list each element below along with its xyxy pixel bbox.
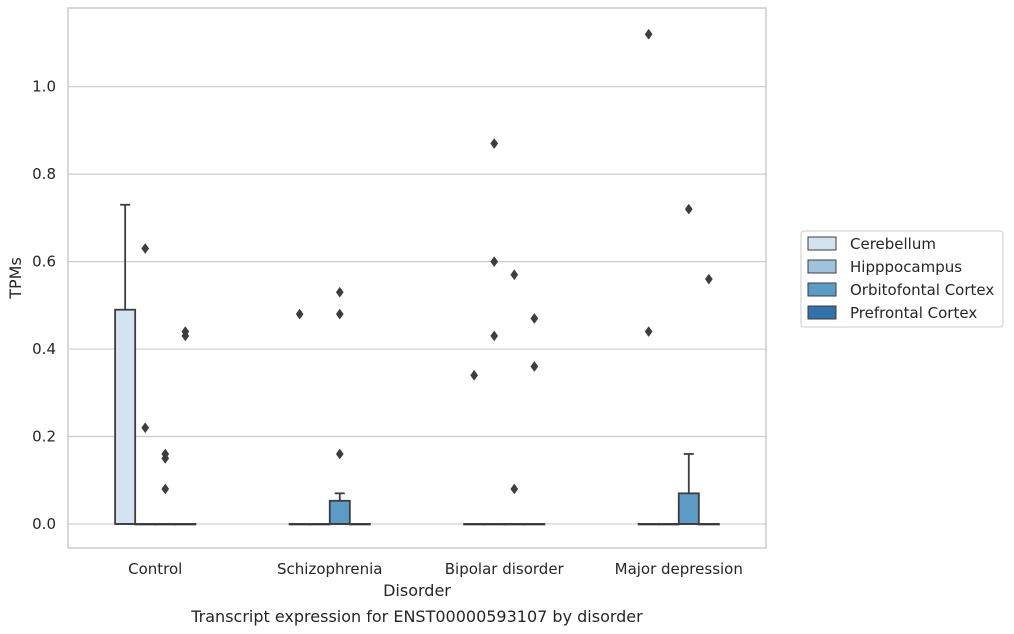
- outlier-point: [335, 286, 344, 298]
- outlier-point: [335, 308, 344, 320]
- figure-caption: Transcript expression for ENST0000059310…: [190, 607, 643, 626]
- y-tick-label: 0.6: [32, 253, 56, 271]
- box-group: [154, 448, 177, 526]
- outlier-point: [295, 308, 304, 320]
- legend-entry: Cerebellum: [850, 235, 936, 253]
- outlier-point: [684, 203, 693, 215]
- y-axis-label: TPMs: [6, 257, 25, 300]
- y-tick-label: 0.0: [32, 515, 56, 533]
- y-tick-label: 0.4: [32, 340, 56, 358]
- x-tick-label: Bipolar disorder: [445, 560, 565, 578]
- outlier-point: [510, 483, 519, 495]
- y-tick-label: 1.0: [32, 78, 56, 96]
- outlier-point: [490, 256, 499, 268]
- outlier-point: [510, 269, 519, 281]
- box-group: [697, 273, 720, 526]
- legend-swatch: [807, 282, 837, 297]
- legend-entry: Orbitofontal Cortex: [850, 281, 994, 299]
- legend-entry: Hipppocampus: [850, 258, 962, 276]
- legend-swatch: [807, 236, 837, 251]
- outlier-point: [161, 452, 170, 464]
- outlier-point: [644, 326, 653, 337]
- box-group: [114, 203, 137, 525]
- outlier-point: [704, 273, 713, 285]
- box: [328, 499, 351, 525]
- x-tick-label: Control: [128, 560, 182, 578]
- box-group: [174, 326, 197, 526]
- x-tick-label: Major depression: [615, 560, 743, 578]
- y-tick-label: 0.8: [32, 165, 56, 183]
- x-axis-label: Disorder: [383, 581, 451, 600]
- x-tick-label: Schizophrenia: [277, 560, 382, 578]
- legend-frame: [800, 230, 1004, 328]
- outlier-point: [335, 448, 344, 460]
- legend: Cerebellum Hipppocampus Orbitofontal Corte…: [800, 230, 1004, 328]
- x-axis-ticks: Control Schizophrenia Bipolar disorder Majo…: [128, 560, 743, 578]
- box-group: [523, 313, 546, 526]
- legend-swatch: [807, 305, 837, 320]
- box-group: [657, 523, 680, 526]
- box-group: [503, 269, 526, 526]
- box: [677, 492, 700, 525]
- box: [114, 308, 137, 525]
- outlier-point: [181, 330, 190, 342]
- legend-entry: Prefrontal Cortex: [850, 304, 977, 322]
- y-tick-label: 0.2: [32, 428, 56, 446]
- outlier-point: [530, 361, 539, 372]
- box-group: [677, 203, 700, 525]
- outlier-point: [141, 243, 150, 254]
- outlier-point: [141, 422, 150, 434]
- box-group: [328, 286, 351, 525]
- outlier-point: [490, 138, 499, 149]
- box-marks: [114, 28, 720, 526]
- plot-background: [68, 8, 766, 548]
- outlier-point: [644, 28, 653, 40]
- outlier-point: [161, 483, 170, 495]
- box-group: [308, 523, 331, 526]
- outlier-point: [490, 330, 499, 342]
- box-group: [348, 523, 371, 526]
- legend-swatch: [807, 259, 837, 274]
- plot-frame: [67, 7, 767, 549]
- outlier-point: [530, 313, 539, 324]
- y-axis-ticks: 0.0 0.2 0.4 0.6 0.8 1.0: [32, 78, 56, 533]
- outlier-point: [470, 369, 479, 381]
- box-group: [637, 28, 660, 526]
